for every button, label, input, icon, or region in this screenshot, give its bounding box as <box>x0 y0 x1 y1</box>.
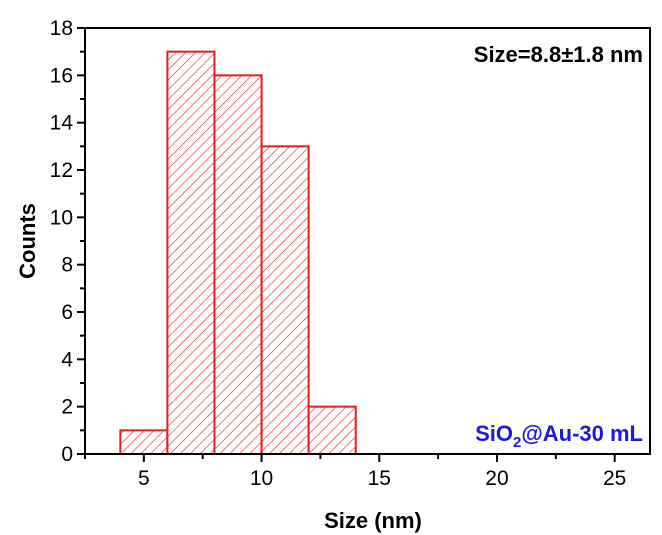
y-tick-label: 0 <box>61 443 73 466</box>
y-tick-label: 4 <box>61 348 73 371</box>
histogram-bar-2 <box>166 50 216 456</box>
histogram-bar-4 <box>260 145 310 455</box>
y-tick-label: 10 <box>50 206 73 229</box>
histogram-bar-1 <box>119 429 169 456</box>
y-tick-label: 14 <box>50 112 74 135</box>
y-axis-title: Counts <box>15 203 40 279</box>
x-tick-label: 20 <box>485 467 508 490</box>
sample-prefix: SiO <box>475 421 513 446</box>
y-tick-label: 18 <box>50 17 73 40</box>
x-tick-label: 15 <box>368 467 391 490</box>
x-tick-label: 10 <box>250 467 273 490</box>
sample-suffix: @Au-30 mL <box>521 421 643 446</box>
y-tick-label: 2 <box>61 396 73 419</box>
histogram-bar-5 <box>307 405 357 455</box>
histogram-bar-3 <box>213 74 263 455</box>
x-axis-title: Size (nm) <box>324 508 422 533</box>
y-axis: 0 2 4 6 8 10 12 14 16 18 <box>50 17 85 466</box>
y-tick-label: 12 <box>50 159 73 182</box>
x-tick-label: 5 <box>138 467 150 490</box>
x-tick-label: 25 <box>603 467 626 490</box>
y-tick-label: 6 <box>61 301 73 324</box>
sample-annotation: SiO2@Au-30 mL <box>475 421 643 451</box>
size-annotation: Size=8.8±1.8 nm <box>474 42 643 67</box>
sample-subscript: 2 <box>513 434 521 451</box>
x-axis: 5 10 15 20 25 <box>84 454 626 490</box>
y-tick-label: 8 <box>61 254 73 277</box>
bars-group <box>119 50 357 456</box>
y-tick-label: 16 <box>50 64 73 87</box>
